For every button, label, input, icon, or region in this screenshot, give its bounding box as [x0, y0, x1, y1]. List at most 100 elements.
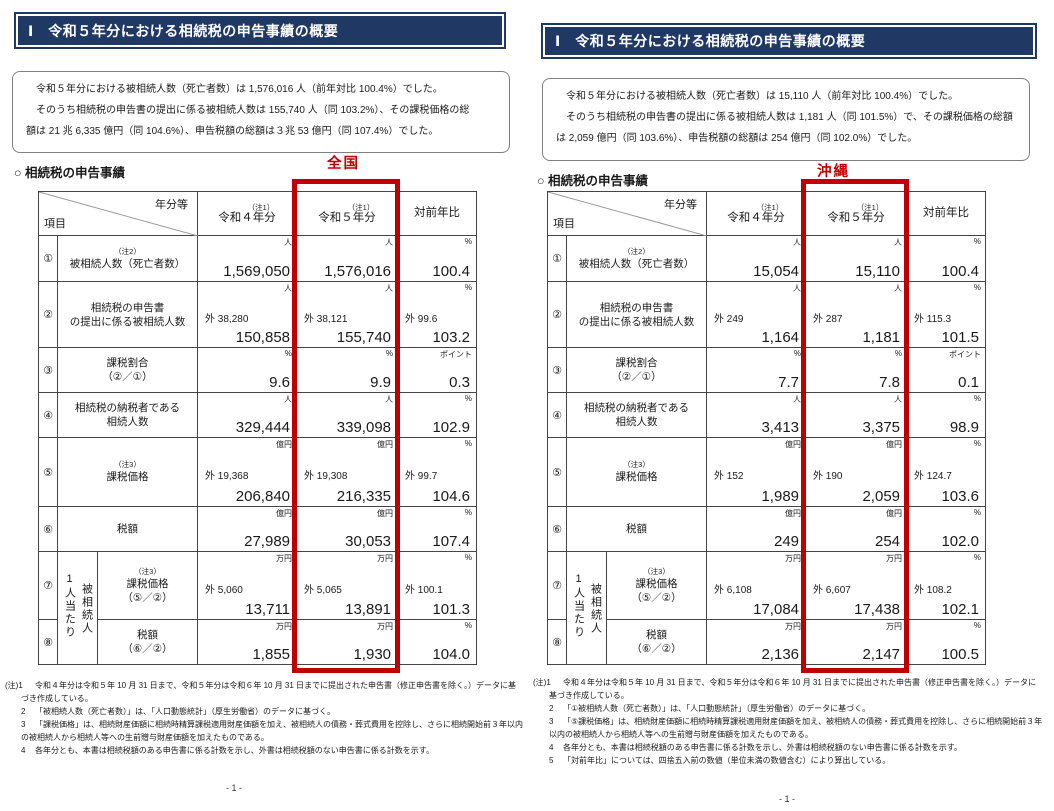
column-title: 令和５年分	[827, 211, 885, 224]
row-label: 課税価格	[615, 471, 658, 483]
row-label: 税額	[646, 629, 667, 641]
value-cell: 億円 249	[706, 506, 807, 552]
table-row: ⑥ 税額 億円 27,989 億円 30,053% 107.4	[38, 506, 478, 552]
footnote-text: 基づき作成している。	[549, 691, 629, 700]
value: 98.9	[949, 419, 980, 436]
footnote-text: 「対前年比」については、四捨五入前の数値（単位未満の数値含む）により算出している…	[563, 756, 891, 765]
footnote-text: 令和４年分は令和５年 10 月 31 日まで、令和５年分は令和６年 10 月 3…	[35, 681, 517, 690]
value-cell: % 外 108.2 102.1	[906, 551, 987, 620]
summary-line: 令和５年分における被相続人数（死亡者数）は 1,576,016 人（前年対比 1…	[26, 84, 443, 95]
unit-label: 億円	[886, 509, 903, 518]
row-label: 相続人数	[106, 416, 149, 428]
row-number: ⑦	[552, 580, 562, 592]
footnote-number: 2	[21, 707, 26, 716]
footnote-number: (注)1	[5, 681, 23, 690]
row-number-cell: ①	[38, 235, 58, 282]
column-title: 令和４年分	[727, 211, 785, 224]
row-number-cell: ⑥	[547, 506, 567, 552]
value: 329,444	[235, 419, 291, 436]
value: 254	[874, 533, 901, 550]
note-ref: （注1）	[756, 202, 784, 212]
header-row: 年分等 項目 （注1） 令和４年分 （注1） 令和５年分 対前年比	[37, 191, 478, 236]
unit-label: %	[385, 349, 394, 358]
page-number: - 1 -	[226, 783, 243, 793]
column-title: 対前年比	[923, 207, 970, 219]
value-cell: 億円 27,989	[197, 506, 298, 552]
value-cell: % 外 100.1 101.3	[397, 551, 478, 620]
value-cell: 人 329,444	[197, 392, 298, 438]
row-number-cell: ⑥	[38, 506, 58, 552]
value: 27,989	[244, 533, 291, 550]
row-label-cell: 税額	[56, 506, 199, 552]
value-cell: 人 1,576,016	[296, 235, 399, 282]
value-cell: 万円 2,136	[706, 619, 807, 665]
value: 7.8	[879, 374, 901, 391]
value: 249	[773, 533, 800, 550]
unit-label: 人	[284, 284, 293, 293]
unit-label: 人	[793, 284, 802, 293]
value: 7.7	[778, 374, 800, 391]
column-title: 対前年比	[414, 207, 461, 219]
unit-label: 人	[385, 238, 394, 247]
column-header-yoy: 対前年比	[397, 191, 478, 236]
row-label-cell: （注2） 被相続人数（死亡者数）	[565, 235, 708, 282]
unit-label: ポイント	[440, 350, 473, 359]
footnote-number: (注)1	[533, 678, 551, 687]
unit-label: 万円	[276, 622, 293, 631]
value: 9.9	[370, 374, 392, 391]
value: 2,136	[761, 646, 800, 663]
row-label-cell: （注3） 課税価格	[565, 437, 708, 507]
unit-label: 万円	[886, 622, 903, 631]
value: 206,840	[235, 488, 291, 505]
footnote-text: づき作成している。	[21, 694, 93, 703]
table-row: ⑧ 税額 （⑥／②） 万円 1,855 万円 1,930% 104.0	[38, 619, 478, 665]
value-cell: % 外 124.7 103.6	[906, 437, 987, 507]
row-number: ②	[552, 309, 562, 321]
value: 339,098	[336, 419, 392, 436]
row-number-cell: ②	[547, 281, 567, 348]
unit-label: %	[973, 237, 982, 246]
row-number-cell: ⑤	[38, 437, 58, 507]
value: 1,855	[252, 646, 291, 663]
row-number: ③	[43, 364, 53, 377]
value: 1,164	[761, 329, 800, 346]
value-cell: % 外 99.6 103.2	[397, 281, 478, 348]
row-label: 相続税の申告書	[599, 301, 674, 314]
value-cell: % 100.4	[906, 235, 987, 282]
value-cell: % 102.9	[397, 392, 478, 438]
row-number-cell: ⑧	[547, 619, 567, 665]
row-label-cell: （注2） 被相続人数（死亡者数）	[56, 235, 199, 282]
outer-figure: 外 99.6	[405, 313, 438, 325]
row-label-cell: （注3） 課税価格	[56, 437, 199, 507]
footnote-text: 各年分とも、本書は相続税額のある申告書に係る計数を示し、外書は相続税額のない申告…	[563, 743, 962, 752]
footnote-text: 「①被相続人数（死亡者数）」は、「人口動態統計」（厚生労働省）のデータに基づく。	[563, 704, 871, 713]
region-label-okinawa: 沖縄	[817, 164, 850, 180]
row-label: 税額	[626, 523, 647, 535]
note-ref: （注2）	[623, 246, 650, 256]
value-cell: 万円外 5,060 13,711	[197, 551, 298, 620]
row-number-cell: ⑧	[38, 619, 58, 665]
row-number-cell: ②	[38, 281, 58, 348]
table-row: ⑥ 税額 億円 249 億円 254% 102.0	[547, 506, 987, 552]
row-label: 課税価格	[126, 577, 169, 590]
diagonal-line	[39, 192, 198, 236]
unit-label: 万円	[785, 554, 802, 563]
table-row: ② 相続税の申告書 の提出に係る被相続人数人外 249 1,164 人外 287 1,18…	[547, 281, 987, 348]
value-cell: % 9.9	[296, 347, 399, 393]
page-title: Ⅰ 令和５年分における相続税の申告事績の概要	[28, 22, 339, 39]
table-row: ① （注2） 被相続人数（死亡者数）人 1,569,050 人 1,576,016% 100…	[38, 235, 478, 282]
footnote-line: 4 各年分とも、本書は相続税額のある申告書に係る計数を示し、外書は相続税額のない申…	[533, 741, 1053, 754]
unit-label: 万円	[785, 622, 802, 631]
unit-label: %	[464, 508, 473, 517]
value-cell: 万円外 6,607 17,438	[805, 551, 908, 620]
row-number: ⑥	[552, 523, 562, 536]
row-number-cell: ③	[38, 347, 58, 393]
row-label: の提出に係る被相続人数	[69, 315, 186, 328]
footnote-line: (注)1 令和４年分は令和５年 10 月 31 日まで、令和５年分は令和６年 10…	[533, 676, 1053, 689]
per-person-group-cell: 被相続人 1人当たり	[566, 551, 607, 665]
unit-label: 人	[284, 238, 293, 247]
footnote-text: 「課税価格」は、相続財産価額に相続時精算課税適用財産価額を加え、被相続人の債務・…	[35, 720, 523, 729]
section-heading: ○ 相続税の申告事績	[14, 166, 126, 180]
row-label: （②／①）	[102, 371, 153, 383]
row-label: 課税価格	[635, 577, 678, 590]
